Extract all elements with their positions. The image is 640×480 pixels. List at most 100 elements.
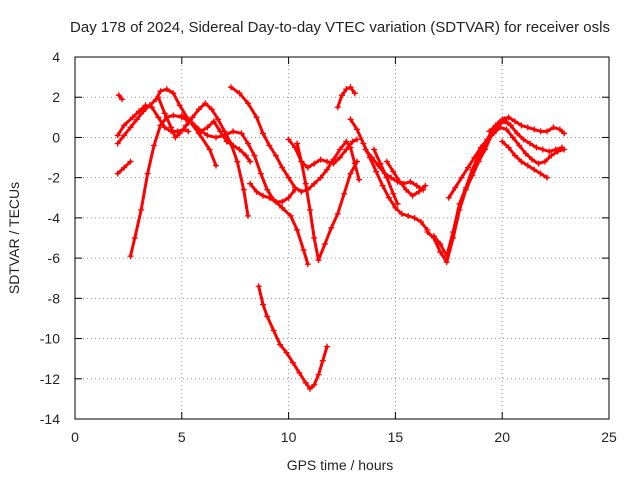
series-arc-17 xyxy=(383,158,429,199)
data-point xyxy=(183,122,190,129)
data-point xyxy=(343,146,350,153)
data-point xyxy=(151,142,158,149)
chart-title: Day 178 of 2024, Sidereal Day-to-day VTE… xyxy=(70,19,610,36)
data-point xyxy=(236,146,243,153)
data-point xyxy=(405,212,412,219)
y-tick-label: 0 xyxy=(52,129,60,145)
data-point xyxy=(317,156,324,163)
data-point xyxy=(168,124,175,131)
data-point xyxy=(298,188,305,195)
data-point xyxy=(266,142,273,149)
series-arc-05 xyxy=(127,112,311,268)
data-point xyxy=(148,104,155,111)
series-line xyxy=(156,95,250,218)
series-line xyxy=(432,117,513,258)
data-point xyxy=(520,136,527,143)
series-arc-20 xyxy=(445,124,568,201)
data-point xyxy=(411,214,418,221)
series-arc-10 xyxy=(255,283,331,392)
data-point xyxy=(531,166,538,173)
data-point xyxy=(336,146,343,153)
data-point xyxy=(253,188,260,195)
data-point xyxy=(245,140,252,147)
data-point xyxy=(531,126,538,133)
data-point xyxy=(324,343,331,350)
data-point xyxy=(255,283,262,290)
data-point xyxy=(385,194,392,201)
data-point xyxy=(362,146,369,153)
data-point xyxy=(339,92,345,99)
data-point xyxy=(306,206,313,213)
series-arc-07 xyxy=(178,112,254,165)
data-point xyxy=(398,210,405,217)
data-point xyxy=(131,235,138,241)
data-point xyxy=(277,341,284,348)
data-point xyxy=(336,154,343,161)
data-point xyxy=(561,130,568,137)
data-point xyxy=(443,253,450,260)
series-line xyxy=(295,142,359,262)
data-point xyxy=(185,128,192,135)
data-point xyxy=(155,114,162,121)
data-point xyxy=(317,174,324,181)
data-point xyxy=(315,371,322,378)
data-point xyxy=(516,142,523,149)
data-point xyxy=(334,104,341,111)
data-point xyxy=(195,106,202,113)
data-point xyxy=(236,90,243,97)
data-point xyxy=(347,116,354,123)
data-point xyxy=(272,198,279,205)
data-point xyxy=(469,166,476,173)
data-point xyxy=(377,160,384,167)
data-point xyxy=(234,158,241,165)
data-point xyxy=(524,124,531,131)
data-point xyxy=(294,226,301,233)
data-point xyxy=(144,170,151,177)
data-point xyxy=(353,158,360,165)
data-point xyxy=(285,136,292,143)
data-point xyxy=(204,124,211,131)
data-point xyxy=(292,186,299,193)
data-point xyxy=(118,96,125,103)
data-point xyxy=(353,126,360,133)
data-point xyxy=(541,158,548,165)
y-tick-label: -2 xyxy=(48,170,61,186)
data-point xyxy=(198,128,205,135)
series-arc-14 xyxy=(347,116,431,233)
data-point xyxy=(259,192,266,199)
data-point xyxy=(170,112,177,119)
data-point xyxy=(136,108,143,115)
data-point xyxy=(191,122,198,129)
data-point xyxy=(138,206,145,213)
y-axis-label: SDTVAR / TECUs xyxy=(6,182,22,294)
data-point xyxy=(302,180,309,187)
series-arc-18 xyxy=(424,118,566,266)
data-point xyxy=(296,369,303,376)
y-tick-label: 2 xyxy=(52,89,60,105)
tick-labels: 0 5 10 15 20 25 -14 -12 -10 -8 -6 -4 -2 0 2 4 xyxy=(40,49,617,445)
data-point xyxy=(259,130,266,137)
series-line xyxy=(129,113,310,266)
data-point xyxy=(324,158,331,165)
data-point xyxy=(550,124,557,131)
series-line xyxy=(425,119,564,264)
data-point xyxy=(497,124,504,131)
data-point xyxy=(215,116,222,123)
data-point xyxy=(163,86,170,93)
data-point xyxy=(507,122,514,129)
data-point xyxy=(430,232,437,239)
data-point xyxy=(458,174,465,181)
data-point xyxy=(210,118,217,125)
data-point xyxy=(121,132,128,139)
data-point xyxy=(240,186,247,193)
data-point xyxy=(223,138,230,145)
data-point xyxy=(356,176,363,183)
data-point xyxy=(298,158,305,165)
data-point xyxy=(202,100,209,107)
data-point xyxy=(373,168,380,175)
data-point xyxy=(499,116,506,123)
data-point xyxy=(272,152,279,159)
data-point xyxy=(306,385,313,392)
data-point xyxy=(289,359,296,366)
data-point xyxy=(403,186,410,193)
